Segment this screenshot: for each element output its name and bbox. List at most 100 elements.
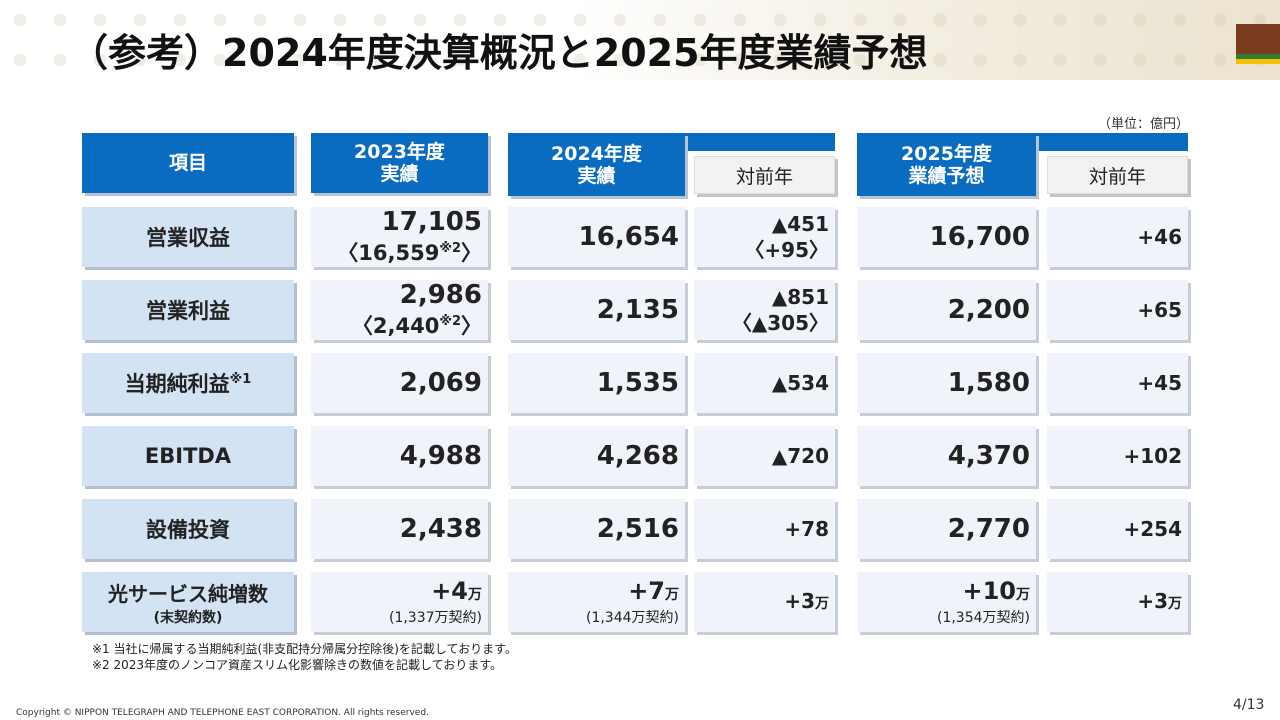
header-fy2024-year: 2024年度 bbox=[551, 142, 642, 165]
table-cell-yoy2025: +254 bbox=[1047, 499, 1188, 559]
header-item: 項目 bbox=[82, 133, 294, 193]
value-number: +3 bbox=[784, 588, 815, 613]
value-main: 2,135 bbox=[596, 295, 679, 325]
value-unit: 万 bbox=[665, 587, 679, 603]
value-main: +102 bbox=[1123, 444, 1182, 468]
row-label-text: EBITDA bbox=[144, 444, 232, 468]
table-cell-yoy2024: ▲451 〈+95〉 bbox=[694, 207, 835, 267]
footnote-mark: ※2 bbox=[439, 314, 461, 329]
value-main: 16,654 bbox=[578, 222, 679, 252]
table-cell-fy2025: 2,770 bbox=[857, 499, 1036, 559]
value-main: 2,770 bbox=[947, 514, 1030, 544]
corner-accent-brown bbox=[1236, 24, 1280, 54]
header-fy2024-kind: 実績 bbox=[577, 164, 616, 187]
header-yoy-2024: 対前年 bbox=[694, 156, 835, 194]
table-cell-fy2024: 1,535 bbox=[508, 353, 685, 413]
table-cell-yoy2025: +45 bbox=[1047, 353, 1188, 413]
value-main: +65 bbox=[1137, 298, 1182, 322]
table-cell-fy2024: 16,654 bbox=[508, 207, 685, 267]
table-cell-yoy2024: ▲534 bbox=[694, 353, 835, 413]
row-label-text: 営業利益 bbox=[146, 299, 230, 323]
table-cell-fy2023: 2,986 〈2,440※2〉 bbox=[311, 280, 488, 340]
value-main: 4,370 bbox=[947, 441, 1030, 471]
table-cell-fy2023: 17,105 〈16,559※2〉 bbox=[311, 207, 488, 267]
table-cell-fy2025: 2,200 bbox=[857, 280, 1036, 340]
table-cell-yoy2025: +3万 bbox=[1047, 572, 1188, 632]
value-main: +78 bbox=[784, 517, 829, 541]
value-main: 2,200 bbox=[947, 295, 1030, 325]
header-fy2025: 2025年度 業績予想 bbox=[857, 133, 1036, 196]
row-label-main: 当期純利益 bbox=[124, 372, 230, 396]
table-cell-fy2025: +10万 (1,354万契約) bbox=[857, 572, 1036, 632]
header-yoy-2024-text: 対前年 bbox=[735, 165, 793, 188]
footnote-2: ※2 2023年度のノンコア資産スリム化影響除きの数値を記載しております。 bbox=[92, 658, 503, 672]
value-main: 4,988 bbox=[399, 441, 482, 471]
value-main: +46 bbox=[1137, 225, 1182, 249]
table-cell-fy2023: 2,069 bbox=[311, 353, 488, 413]
value-main: ▲534 bbox=[771, 371, 829, 395]
value-note: (1,354万契約) bbox=[936, 610, 1030, 626]
value-number: +3 bbox=[1137, 588, 1168, 613]
table-cell-fy2023: 4,988 bbox=[311, 426, 488, 486]
table-cell-fy2024: 2,516 bbox=[508, 499, 685, 559]
row-label-operating-income: 営業利益 bbox=[82, 280, 294, 340]
header-yoy-2025-text: 対前年 bbox=[1088, 165, 1146, 188]
value-main: +4万 bbox=[431, 577, 482, 609]
value-main: +3万 bbox=[1137, 588, 1182, 617]
value-main: 16,700 bbox=[929, 222, 1030, 252]
value-sub-number: 〈16,559 bbox=[337, 241, 440, 265]
corner-accent-green bbox=[1236, 54, 1280, 59]
value-unit: 万 bbox=[815, 595, 829, 612]
row-label-text: 光サービス純増数 bbox=[108, 581, 268, 606]
value-main: +7万 bbox=[628, 577, 679, 609]
table-cell-fy2024: +7万 (1,344万契約) bbox=[508, 572, 685, 632]
header-yoy-2025: 対前年 bbox=[1047, 156, 1188, 194]
value-main: +254 bbox=[1123, 517, 1182, 541]
row-label-ebitda: EBITDA bbox=[82, 426, 294, 486]
row-label-operating-revenue: 営業収益 bbox=[82, 207, 294, 267]
value-sub-number: 〈2,440 bbox=[351, 314, 440, 338]
footnote-mark: ※2 bbox=[439, 241, 461, 256]
value-main: 2,986 bbox=[399, 280, 482, 310]
value-sub: 〈+95〉 bbox=[744, 238, 829, 262]
value-main: +3万 bbox=[784, 588, 829, 617]
value-sub: 〈16,559※2〉 bbox=[337, 236, 482, 266]
table-cell-fy2024: 2,135 bbox=[508, 280, 685, 340]
table-cell-yoy2025: +46 bbox=[1047, 207, 1188, 267]
value-main: ▲851 bbox=[771, 285, 829, 309]
value-sub-close: 〉 bbox=[461, 314, 482, 338]
value-main: ▲720 bbox=[771, 444, 829, 468]
page-title: （参考）2024年度決算概況と2025年度業績予想 bbox=[70, 31, 928, 75]
value-main: 2,069 bbox=[399, 368, 482, 398]
header-fy2023-year: 2023年度 bbox=[354, 141, 445, 163]
row-label-text: 営業収益 bbox=[146, 226, 230, 250]
value-main: 4,268 bbox=[596, 441, 679, 471]
value-main: 2,438 bbox=[399, 514, 482, 544]
table-cell-fy2023: 2,438 bbox=[311, 499, 488, 559]
table-cell-yoy2025: +102 bbox=[1047, 426, 1188, 486]
value-unit: 万 bbox=[1016, 587, 1030, 603]
row-label-fiber-net-adds: 光サービス純増数 (末契約数) bbox=[82, 572, 294, 632]
footnote-1: ※1 当社に帰属する当期純利益(非支配持分帰属分控除後)を記載しております。 bbox=[92, 642, 517, 656]
header-fy2024: 2024年度 実績 bbox=[508, 133, 685, 196]
header-item-text: 項目 bbox=[168, 152, 207, 174]
table-cell-fy2025: 4,370 bbox=[857, 426, 1036, 486]
value-unit: 万 bbox=[468, 587, 482, 603]
value-note: (1,337万契約) bbox=[388, 610, 482, 626]
value-main: ▲451 bbox=[771, 212, 829, 236]
value-unit: 万 bbox=[1168, 595, 1182, 612]
table-cell-fy2024: 4,268 bbox=[508, 426, 685, 486]
value-note: (1,344万契約) bbox=[585, 610, 679, 626]
value-number: +4 bbox=[431, 577, 468, 605]
table-cell-fy2025: 16,700 bbox=[857, 207, 1036, 267]
row-label-net-income: 当期純利益※1 bbox=[82, 353, 294, 413]
value-number: +7 bbox=[628, 577, 665, 605]
value-sub: 〈▲305〉 bbox=[731, 311, 829, 335]
header-fy2025-year: 2025年度 bbox=[901, 142, 992, 165]
header-fy2023-kind: 実績 bbox=[380, 163, 419, 185]
row-label-text: 設備投資 bbox=[146, 518, 230, 542]
value-sub: 〈2,440※2〉 bbox=[352, 309, 482, 339]
header-band bbox=[0, 0, 1280, 80]
table-cell-fy2025: 1,580 bbox=[857, 353, 1036, 413]
value-main: 17,105 bbox=[381, 207, 482, 237]
